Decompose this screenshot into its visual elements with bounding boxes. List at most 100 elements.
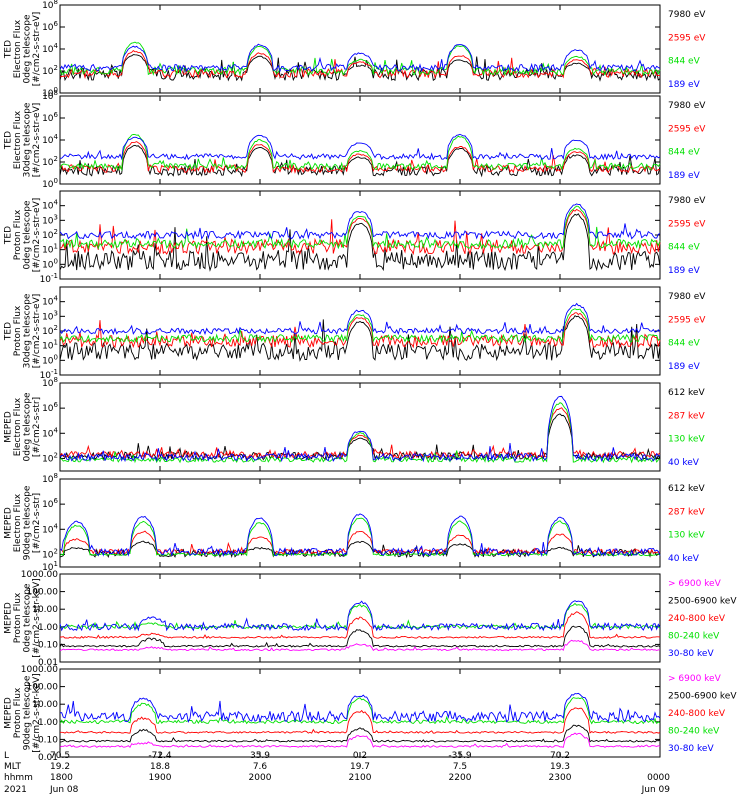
y-axis-label-line: TED [4, 40, 14, 59]
series-line-2 [59, 407, 661, 460]
y-axis-label-line: [#/cm2-s-str] [32, 397, 42, 457]
series-line-1 [59, 213, 661, 272]
legend-entry: 30-80 keV [668, 744, 714, 754]
series-line-2 [59, 530, 661, 556]
legend-entry: 80-240 keV [668, 727, 720, 737]
legend-entry: 189 eV [668, 171, 701, 181]
series-line-4 [59, 302, 661, 336]
y-axis-label-line: MEPED [4, 411, 14, 443]
legend-entry: 189 eV [668, 80, 701, 90]
y-axis-label-line: [#/cm2-s-str] [32, 493, 42, 553]
series-line-1 [59, 315, 661, 362]
legend-entry: 40 keV [668, 458, 700, 468]
y-tick-exponent: 1 [54, 560, 58, 568]
y-tick-exponent: -1 [51, 272, 58, 280]
legend-entry: 287 keV [668, 507, 705, 517]
y-tick-label: 1.00 [38, 623, 58, 633]
series-line-2 [59, 141, 661, 174]
series-line-2 [59, 625, 661, 648]
legend-entry: 2500-6900 keV [668, 692, 737, 702]
series-line-2 [59, 312, 661, 349]
x-axis-row-label: 2021 [4, 785, 27, 795]
chart-panel-8: 0.010.101.0010.00100.001000.00MEPEDProto… [4, 665, 738, 763]
y-axis-label-line: TED [4, 131, 14, 150]
legend-entry: 2595 eV [668, 219, 706, 229]
x-axis-value: Jun 08 [49, 785, 79, 795]
x-axis-value: 70.2 [550, 751, 570, 761]
y-tick-exponent: 2 [54, 324, 58, 332]
y-tick-exponent: 4 [54, 42, 59, 50]
series-line-2 [59, 50, 660, 80]
y-tick-label: 0.10 [38, 640, 58, 650]
legend-entry: 844 eV [668, 339, 701, 349]
x-axis-row-label: hhmm [4, 773, 33, 783]
series-line-4 [59, 203, 661, 241]
x-axis-value: 2200 [449, 773, 472, 783]
y-tick-exponent: 6 [54, 111, 59, 119]
y-tick-label: 1000.00 [21, 570, 58, 580]
legend-entry: 30-80 keV [668, 649, 714, 659]
x-axis-value: 19.3 [550, 762, 570, 772]
x-axis-value: 70.5 [50, 751, 70, 761]
x-axis-value: 0000 [647, 773, 670, 783]
y-tick-exponent: 2 [54, 155, 58, 163]
y-axis-label: MEPEDProton Flux0deg telescope[#/cm2-s-s… [4, 578, 43, 657]
y-tick-exponent: 4 [54, 199, 59, 207]
y-axis-label-line: MEPED [4, 602, 14, 634]
y-axis-label-line: Electron Flux [13, 397, 23, 456]
y-tick-label: 10.00 [32, 605, 58, 615]
legend-entry: 287 keV [668, 411, 705, 421]
series-line-3 [60, 402, 661, 464]
series-line-2 [59, 724, 661, 743]
y-axis-label: MEPEDElectron Flux0deg telescope[#/cm2-s… [4, 392, 43, 462]
series-line-5 [59, 692, 661, 724]
y-tick-exponent: 6 [54, 20, 59, 28]
y-axis-label-line: 0deg telescope [23, 200, 33, 270]
legend-entry: 130 keV [668, 435, 705, 445]
y-tick-label: 1000.00 [21, 665, 58, 675]
y-tick-label: 10.00 [32, 700, 58, 710]
x-axis-value: 2000 [249, 773, 272, 783]
y-axis-label-line: Electron Flux [13, 493, 23, 552]
y-axis-label: TEDProton Flux30deg telescope[#/cm2-s-st… [4, 293, 43, 368]
legend-entry: 844 eV [668, 57, 701, 67]
y-tick-label: 0.10 [38, 735, 58, 745]
y-tick-exponent: 4 [54, 295, 59, 303]
y-tick-exponent: 3 [54, 213, 58, 221]
x-axis-value: 2300 [549, 773, 572, 783]
legend-entry: 612 keV [668, 484, 705, 494]
series-line-1 [59, 413, 661, 462]
x-axis-row-label: L [4, 751, 9, 761]
y-axis-label: MEPEDElectron Flux90deg telescope[#/cm2-… [4, 485, 43, 560]
legend-entry: 2595 eV [668, 124, 706, 134]
y-tick-label: 1.00 [38, 718, 58, 728]
y-tick-exponent: 1 [54, 339, 58, 347]
y-axis-label-line: 90deg telescope [23, 675, 33, 750]
legend-entry: 612 keV [668, 388, 705, 398]
y-tick-exponent: 8 [54, 89, 58, 97]
series-line-1 [59, 732, 661, 749]
y-tick-exponent: 8 [54, 0, 58, 6]
series-line-3 [60, 611, 661, 639]
x-axis-value: 19.2 [50, 762, 70, 772]
y-axis-label: TEDElectron Flux30deg telescope[#/cm2-s-… [4, 102, 43, 177]
y-tick-label: 100.00 [27, 683, 59, 693]
x-axis-value: 18.8 [150, 762, 170, 772]
y-tick-exponent: 6 [54, 497, 59, 505]
y-axis-label-line: Proton Flux [13, 209, 23, 260]
x-axis-value: Jun 09 [641, 785, 671, 795]
legend-entry: 189 eV [668, 266, 701, 276]
legend-entry: 240-800 keV [668, 614, 726, 624]
y-axis-label-line: [#/cm2-s-str-eV] [32, 103, 42, 178]
y-axis-label-line: MEPED [4, 507, 14, 539]
series-line-3 [59, 41, 661, 77]
y-tick-label: 108 [42, 0, 58, 11]
legend-entry: 80-240 keV [668, 632, 720, 642]
series-line-2 [59, 208, 661, 256]
y-tick-exponent: 0 [54, 257, 58, 265]
y-axis-label-line: Electron Flux [13, 110, 23, 169]
